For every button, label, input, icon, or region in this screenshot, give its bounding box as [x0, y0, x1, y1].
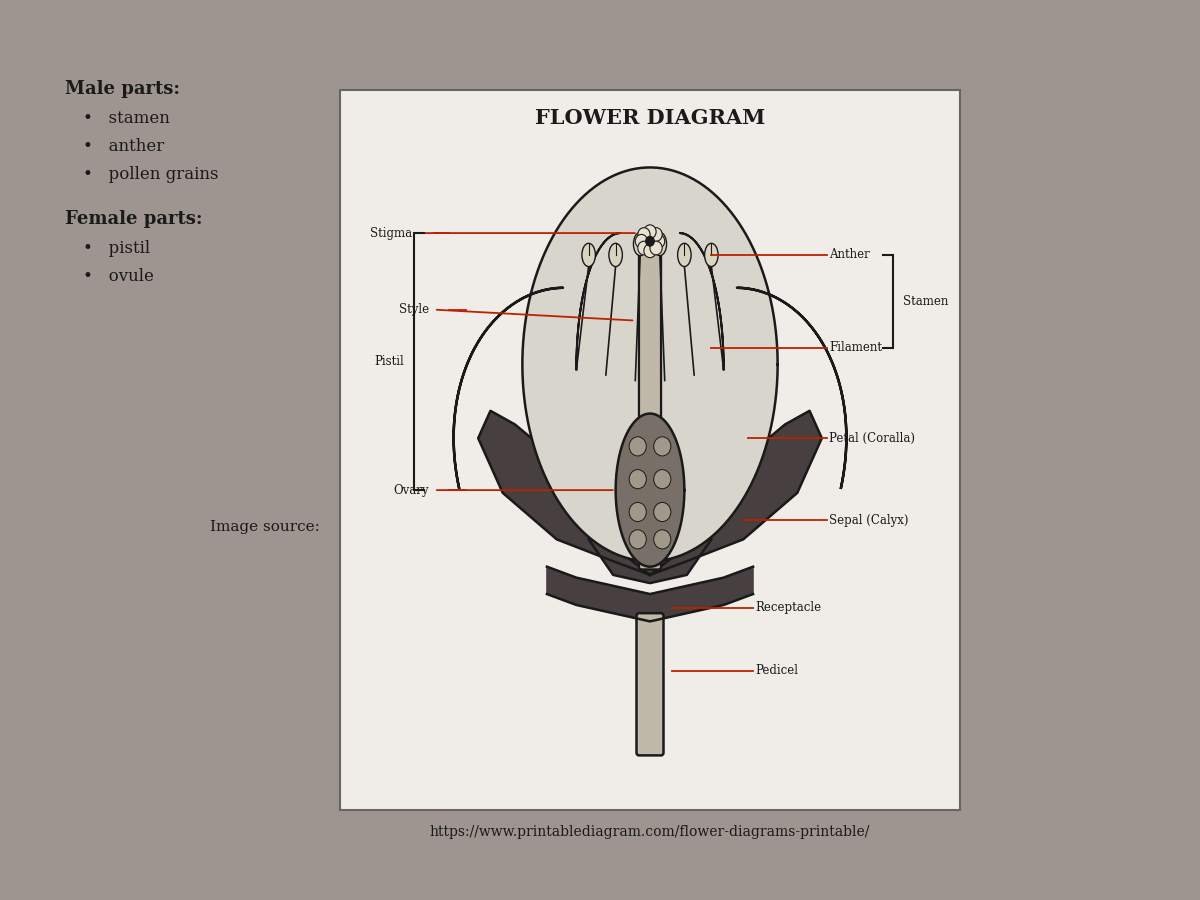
Text: https://www.printablediagram.com/flower-diagrams-printable/: https://www.printablediagram.com/flower-… [430, 825, 870, 839]
Ellipse shape [704, 243, 718, 266]
Circle shape [654, 530, 671, 549]
Circle shape [644, 225, 656, 238]
Circle shape [654, 436, 671, 456]
Polygon shape [454, 288, 563, 488]
Circle shape [637, 241, 650, 255]
Circle shape [629, 436, 647, 456]
Ellipse shape [678, 243, 691, 266]
Circle shape [654, 470, 671, 489]
Circle shape [646, 236, 655, 247]
Text: Image source:: Image source: [210, 520, 320, 534]
Text: Pistil: Pistil [374, 356, 404, 368]
Text: Pedicel: Pedicel [756, 664, 798, 677]
Text: Style: Style [398, 303, 430, 316]
Text: Stamen: Stamen [902, 295, 948, 308]
Text: Male parts:: Male parts: [65, 80, 180, 98]
Text: •   pollen grains: • pollen grains [83, 166, 218, 183]
Polygon shape [737, 288, 846, 488]
Ellipse shape [582, 243, 595, 266]
Polygon shape [522, 167, 778, 562]
Text: •   pistil: • pistil [83, 240, 150, 257]
Circle shape [644, 244, 656, 257]
Text: •   ovule: • ovule [83, 268, 154, 285]
Circle shape [654, 502, 671, 522]
FancyBboxPatch shape [638, 241, 661, 570]
Circle shape [629, 502, 647, 522]
Circle shape [653, 234, 665, 248]
Text: Anther: Anther [829, 248, 870, 261]
Text: Stigma: Stigma [370, 227, 412, 239]
Polygon shape [650, 410, 822, 575]
Text: Receptacle: Receptacle [756, 601, 822, 614]
Circle shape [650, 241, 662, 255]
FancyBboxPatch shape [636, 613, 664, 755]
Text: •   anther: • anther [83, 138, 164, 155]
Text: •   stamen: • stamen [83, 110, 170, 127]
Ellipse shape [653, 232, 666, 256]
Text: Ovary: Ovary [394, 483, 430, 497]
Circle shape [629, 470, 647, 489]
Circle shape [637, 228, 650, 241]
Circle shape [650, 228, 662, 241]
Polygon shape [589, 539, 712, 583]
Polygon shape [478, 410, 650, 575]
Text: FLOWER DIAGRAM: FLOWER DIAGRAM [535, 108, 766, 128]
Text: Female parts:: Female parts: [65, 210, 203, 228]
Circle shape [635, 234, 648, 248]
Polygon shape [616, 414, 684, 567]
Text: Filament: Filament [829, 341, 882, 355]
Text: Petal (Coralla): Petal (Coralla) [829, 432, 916, 445]
Ellipse shape [634, 232, 647, 256]
FancyBboxPatch shape [340, 90, 960, 810]
Text: Sepal (Calyx): Sepal (Calyx) [829, 514, 908, 526]
Circle shape [629, 530, 647, 549]
Ellipse shape [608, 243, 623, 266]
Polygon shape [547, 567, 754, 621]
